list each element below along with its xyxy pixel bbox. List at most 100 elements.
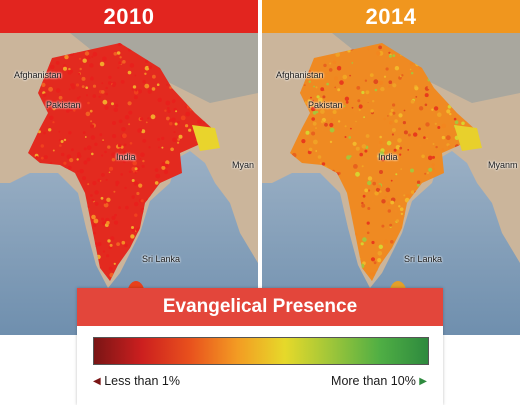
presence-dot (377, 258, 382, 263)
presence-dot (184, 106, 187, 109)
presence-dot (79, 169, 84, 174)
presence-dot (90, 194, 93, 197)
presence-dot (175, 110, 178, 113)
presence-dot (312, 99, 315, 102)
presence-dot (127, 70, 132, 75)
presence-dot (69, 107, 73, 112)
presence-dot (390, 200, 395, 205)
presence-dot (48, 86, 53, 92)
presence-dot (342, 74, 348, 80)
presence-dot (379, 140, 383, 144)
presence-dot (321, 162, 326, 166)
presence-dot (138, 183, 143, 188)
presence-dot (171, 117, 176, 122)
presence-dot (131, 195, 135, 199)
presence-dot (122, 60, 126, 64)
presence-dot (391, 128, 396, 132)
presence-dot (65, 109, 70, 113)
presence-dot (307, 99, 311, 103)
presence-dot (320, 87, 325, 92)
presence-dot (344, 125, 347, 128)
presence-dot (133, 183, 136, 186)
presence-dot (101, 217, 105, 221)
presence-dot (311, 117, 315, 121)
presence-dot (381, 199, 386, 204)
presence-dot (112, 121, 116, 125)
presence-dot (79, 67, 82, 71)
map-2010 (0, 33, 258, 335)
bangladesh-region (192, 125, 220, 151)
presence-dot (381, 224, 385, 228)
presence-dot (111, 152, 116, 157)
presence-dot (142, 154, 145, 157)
presence-dot (352, 141, 357, 146)
presence-dot (69, 158, 74, 163)
presence-dot (387, 209, 391, 213)
presence-dot (377, 251, 383, 256)
presence-dot (348, 136, 351, 139)
presence-dot (131, 179, 135, 182)
presence-dot (395, 145, 401, 150)
presence-dot (97, 242, 102, 247)
presence-dot (418, 127, 421, 131)
presence-dot (167, 109, 171, 114)
presence-dot (329, 140, 333, 144)
legend-title: Evangelical Presence (77, 288, 443, 326)
presence-dot (315, 86, 318, 89)
presence-dot (105, 92, 108, 96)
presence-dot (353, 109, 358, 113)
presence-dot (418, 106, 424, 111)
presence-dot (383, 75, 387, 78)
presence-dot (312, 110, 317, 115)
presence-dot (40, 156, 44, 160)
presence-dot (410, 168, 414, 173)
presence-dot (359, 148, 364, 152)
presence-dot (113, 262, 116, 265)
presence-dot (91, 152, 94, 156)
presence-dot (403, 109, 406, 112)
legend-gradient-bar (93, 337, 429, 365)
presence-dot (435, 145, 438, 149)
presence-dot (40, 144, 44, 148)
presence-dot (403, 194, 406, 197)
presence-dot (431, 163, 435, 167)
presence-dot (334, 86, 337, 89)
presence-dot (395, 173, 398, 176)
presence-dot (455, 122, 458, 125)
presence-dot (424, 93, 429, 98)
presence-dot (132, 160, 137, 166)
presence-dot (88, 208, 90, 210)
presence-dot (102, 140, 104, 143)
presence-dot (307, 150, 312, 155)
presence-dot (78, 57, 82, 60)
presence-dot (100, 196, 104, 200)
presence-dot (120, 80, 125, 84)
presence-dot (365, 134, 370, 138)
presence-dot (180, 115, 186, 121)
presence-dot (123, 143, 127, 147)
presence-dot (449, 112, 452, 116)
presence-dot (103, 200, 107, 204)
presence-dot (101, 90, 105, 94)
presence-dot (401, 76, 405, 81)
presence-dot (326, 82, 329, 86)
presence-dot (99, 180, 102, 182)
presence-dot (58, 130, 61, 133)
presence-dot (104, 105, 109, 110)
presence-dot (362, 237, 367, 242)
presence-dot (71, 148, 74, 152)
presence-dot (86, 145, 92, 150)
presence-dot (437, 112, 442, 117)
presence-dot (73, 109, 76, 112)
presence-dot (84, 51, 90, 56)
label-sri-lanka: Sri Lanka (404, 254, 443, 264)
presence-dot (329, 127, 335, 133)
presence-dot (170, 147, 174, 152)
presence-dot (384, 196, 387, 199)
presence-dot (90, 120, 93, 123)
presence-dot (177, 141, 180, 144)
presence-dot (416, 105, 420, 109)
presence-dot (150, 114, 156, 120)
presence-dot (387, 115, 389, 117)
presence-dot (402, 121, 406, 125)
